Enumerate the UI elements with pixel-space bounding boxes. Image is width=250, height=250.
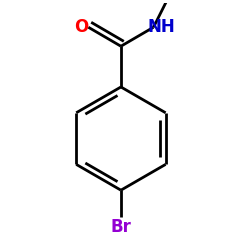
Text: Br: Br — [110, 218, 131, 236]
Text: NH: NH — [147, 18, 175, 36]
Text: O: O — [74, 18, 88, 36]
